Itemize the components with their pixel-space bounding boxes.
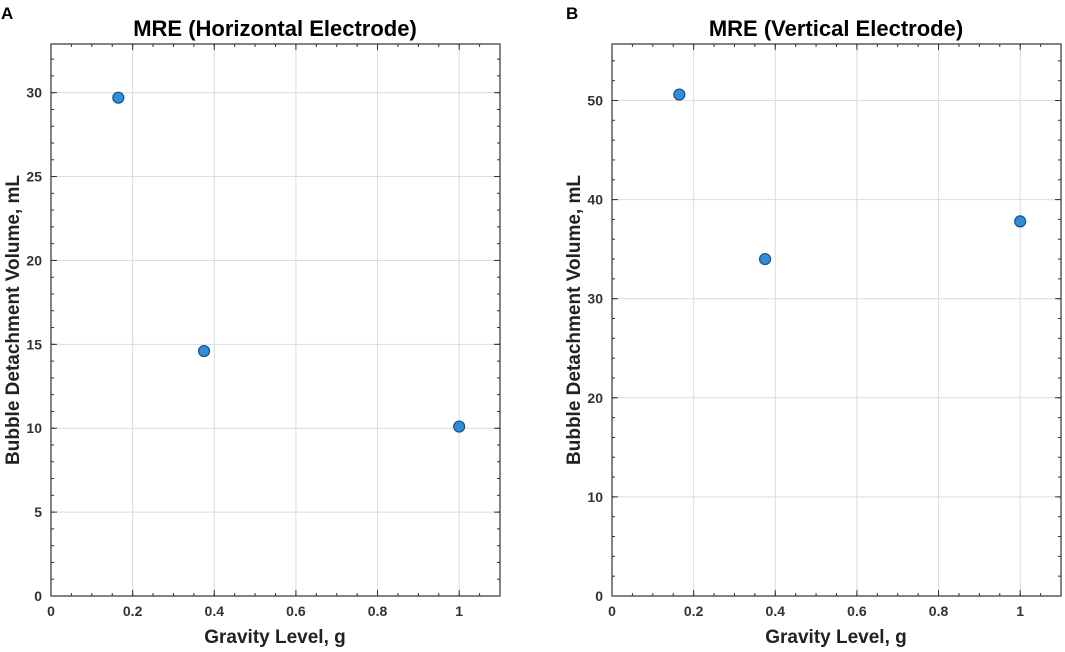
chart-panel-a: A MRE (Horizontal Electrode) 0 0.2 0.4 0.6 0…	[1, 4, 501, 648]
panel-letter-a: A	[1, 4, 13, 23]
points-b	[673, 88, 1027, 266]
y-tick-label: 30	[26, 85, 42, 101]
x-tick-label: 0.4	[766, 603, 786, 619]
points-a	[112, 91, 466, 433]
x-axis-label-b: Gravity Level, g	[765, 627, 907, 648]
data-point	[758, 252, 772, 266]
ticks-a	[50, 44, 501, 597]
x-tick-label: 0.2	[123, 603, 143, 619]
x-axis-label-a: Gravity Level, g	[204, 627, 346, 648]
grid-a	[51, 44, 500, 596]
y-tick-label: 25	[26, 169, 42, 185]
plot-area-a	[50, 43, 501, 597]
y-tick-label: 0	[595, 588, 603, 604]
x-tick-label: 0.6	[286, 603, 306, 619]
y-tick-label: 15	[26, 336, 42, 352]
grid-b	[612, 44, 1061, 596]
x-tick-label: 0.4	[205, 603, 225, 619]
x-tick-label: 0.8	[368, 603, 388, 619]
y-tick-label: 20	[587, 390, 603, 406]
panel-letter-b: B	[566, 4, 578, 23]
ticks-b	[611, 44, 1062, 597]
y-axis-label-a: Bubble Detachment Volume, mL	[3, 175, 24, 465]
x-tick-label: 0.6	[847, 603, 867, 619]
y-tick-label: 20	[26, 252, 42, 268]
y-tick-label: 30	[587, 291, 603, 307]
x-tick-label: 0	[608, 603, 616, 619]
chart-title-a: MRE (Horizontal Electrode)	[133, 16, 417, 41]
data-point	[1014, 215, 1027, 228]
y-tick-label: 0	[34, 588, 42, 604]
data-point	[453, 420, 466, 433]
x-tick-label: 0	[47, 603, 55, 619]
x-tick-label: 0.2	[684, 603, 704, 619]
data-point	[673, 88, 686, 101]
y-tick-label: 40	[587, 192, 603, 208]
plot-area-b	[611, 43, 1062, 597]
chart-panel-b: B MRE (Vertical Electrode) 0 0.2 0.4 0.6 0.8…	[564, 4, 1062, 648]
x-tick-label: 0.8	[929, 603, 949, 619]
x-tick-label: 1	[1016, 603, 1024, 619]
chart-title-b: MRE (Vertical Electrode)	[709, 16, 963, 41]
data-point	[197, 344, 211, 358]
y-axis-label-b: Bubble Detachment Volume, mL	[564, 175, 585, 465]
y-tick-label: 10	[26, 420, 42, 436]
x-tick-label: 1	[455, 603, 463, 619]
y-tick-label: 10	[587, 489, 603, 505]
y-tick-label: 5	[34, 504, 42, 520]
y-tick-label: 50	[587, 92, 603, 108]
data-point	[112, 91, 125, 104]
